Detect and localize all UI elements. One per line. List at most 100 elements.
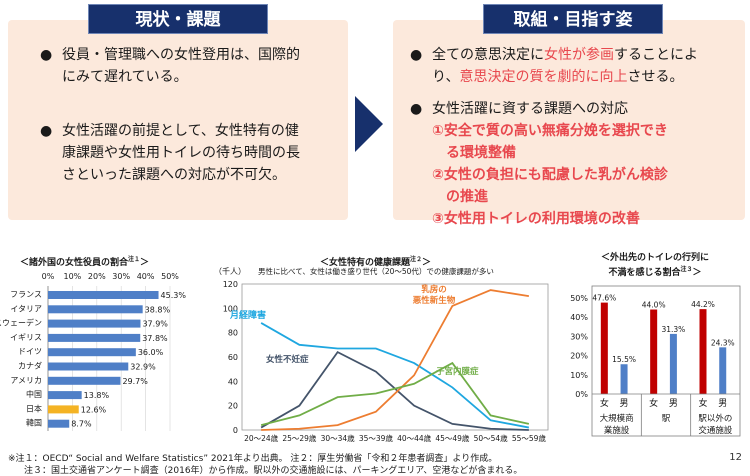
chart1-tick-label: 50% <box>161 272 179 281</box>
chart1-tick-label: 20% <box>88 272 106 281</box>
goal-item-1-line1: 安全で質の高い無痛分娩を選択でき <box>443 123 668 139</box>
issue-bullet-2: ● 女性活躍の前提として、女性特有の健 康課題や女性用トイレの待ち時間の長 さと… <box>40 120 340 186</box>
goal-item-2-num: ② <box>432 167 444 183</box>
chart1-category-label: イギリス <box>10 333 42 342</box>
chart2-xtick-label: 25～29歳 <box>282 433 317 443</box>
goal-text-b: することによ <box>614 47 698 63</box>
chart3-female-label: 女 <box>698 397 707 409</box>
chart3-ytick-label: 10% <box>570 371 588 380</box>
chart1-bar <box>48 405 79 414</box>
chart1-bar <box>48 333 141 342</box>
chart3-title: ＜外出先のトイレの行列に 不満を感じる割合注３＞ <box>590 253 720 279</box>
chart3-group-label: 駅 <box>662 414 671 424</box>
chart1-value-label: 8.7% <box>71 420 92 429</box>
chart1-title-text: ＜諸外国の女性役員の割合 <box>20 258 129 268</box>
chart3-ytick-label: 50% <box>570 294 588 303</box>
bullet-dot-icon: ● <box>40 47 53 63</box>
toilet-queue-dissatisfaction-chart: 0%10%20%30%40%50% 47.6%15.5%女 男大規模商業施設44.0… <box>570 285 741 437</box>
goal-item-2-line2: の推進 <box>446 189 488 205</box>
goal-item-1: ①安全で質の高い無痛分娩を選択でき る環境整備 <box>432 120 742 164</box>
chart3-title-line2: 不満を感じる割合注３＞ <box>590 264 720 279</box>
chart3-value-label: 31.3% <box>661 325 685 334</box>
chart3-title-line1: ＜外出先のトイレの行列に <box>600 253 709 263</box>
footnote-line1: ※注１：OECD“ Social and Welfare Statistics”… <box>8 454 498 464</box>
chart3-male-label: 男 <box>620 398 629 409</box>
chart1-category-label: アメリカ <box>10 376 42 385</box>
chart3-value-label: 44.2% <box>691 300 715 309</box>
chart3-group-label: 業施設 <box>604 425 630 436</box>
goal-bullet-1-line2: り、意思決定の質を劇的に向上させる。 <box>410 66 740 88</box>
female-health-issues-chart: （千人） 男性に比べて、女性は働き盛り世代（20～50代）での健康課題が多い 0 20… <box>214 266 549 443</box>
chart3-female-label: 女 <box>600 397 609 409</box>
goal-item-2-line1: 女性の負担にも配慮した乳がん検診 <box>443 167 668 183</box>
goal-bullet-1: ● 全ての意思決定に女性が参画することによ り、意思決定の質を劇的に向上させる。 <box>410 44 740 88</box>
chart2-xtick-label: 35～39歳 <box>359 433 394 443</box>
chart2-series-label: 月経障害 <box>229 309 266 321</box>
goal-item-2: ②女性の負担にも配慮した乳がん検診 の推進 <box>432 164 742 208</box>
current-issues-panel <box>8 20 348 220</box>
chart1-bar <box>48 348 136 357</box>
issue-bullet-1-line2: にみて遅れている。 <box>62 69 188 85</box>
chart3-frame <box>591 285 741 437</box>
chart2-ytick-label: 0 <box>233 426 238 435</box>
goal-item-3: ③女性用トイレの利用環境の改善 <box>432 208 742 230</box>
chart2-xtick-label: 30～34歳 <box>321 433 356 443</box>
chart2-series-label: 子宮内膜症 <box>436 366 479 377</box>
chart3-ytick-label: 20% <box>570 352 588 361</box>
goal-bullet-2: ● 女性活躍に資する課題への対応 <box>410 98 740 120</box>
goal-item-1-line2: る環境整備 <box>446 145 516 161</box>
chart1-value-label: 38.8% <box>145 305 171 314</box>
chart1-bar <box>48 391 82 400</box>
chart3-female-label: 女 <box>649 397 658 409</box>
goal-highlight-participation: 女性が参画 <box>544 47 614 63</box>
female-executive-ratio-chart: 0% 10% 20% 30% 40% 50% フランス 45.3% イタリア 38.8% スウェーデ… <box>0 272 187 431</box>
chart2-title-end: ＞ <box>422 258 432 268</box>
bullet-dot-icon: ● <box>410 47 423 63</box>
chart1-value-label: 29.7% <box>122 377 148 386</box>
chart3-value-label: 47.6% <box>592 294 616 303</box>
chart1-bar <box>48 305 143 314</box>
chart1-note: 注１ <box>128 256 141 263</box>
chart3-title-end: ＞ <box>692 268 702 278</box>
chart3-bar-female <box>600 302 608 394</box>
chart2-xtick-label: 55～59歳 <box>512 433 547 443</box>
chart1-category-label: フランス <box>10 290 42 299</box>
chart2-series-label: 女性不妊症 <box>266 354 309 365</box>
chart3-group-label: 交通施設 <box>698 425 733 436</box>
chart3-value-label: 24.3% <box>711 338 735 347</box>
chart3-bar-female <box>699 309 707 394</box>
chart1-tick-label: 40% <box>137 272 155 281</box>
chart1-bar <box>48 319 141 328</box>
chart3-male-label: 男 <box>718 398 727 409</box>
chart2-xtick-label: 50～54歳 <box>474 433 509 443</box>
chart1-category-label: スウェーデン <box>0 318 42 328</box>
chart3-ytick-label: 30% <box>570 332 588 341</box>
chart3-ytick-label: 40% <box>570 313 588 322</box>
chart2-xtick-label: 45～49歳 <box>435 433 470 443</box>
chart2-xtick-label: 20～24歳 <box>244 433 279 443</box>
issue-bullet-2-line2: 康課題や女性用トイレの待ち時間の長 <box>62 145 300 161</box>
chart2-series-line <box>260 322 530 429</box>
bullet-dot-icon: ● <box>40 123 53 139</box>
chart1-value-label: 36.0% <box>138 348 164 357</box>
chart3-ytick-label: 0% <box>575 390 588 399</box>
goal-highlight-quality: 意思決定の質を劇的に向上 <box>459 69 628 85</box>
issue-bullet-2-line1: 女性活躍の前提として、女性特有の健 <box>62 123 299 139</box>
chart2-ytick-label: 120 <box>223 280 238 289</box>
chart2-plot-frame <box>241 283 549 431</box>
footnote-line2: 注３：国土交通省アンケート調査（2016年）から作成。駅以外の交通施設には、パー… <box>24 466 523 476</box>
chart1-value-label: 37.9% <box>142 320 168 329</box>
goal-item-1-num: ① <box>432 123 444 139</box>
goal-text-c: り、 <box>432 69 460 85</box>
goals-header: 取組・目指す姿 <box>483 4 663 34</box>
goal-text-a: 全ての意思決定に <box>432 47 544 63</box>
chart2-series-label: 悪性新生物 <box>413 295 456 306</box>
chart2-note: 注２ <box>410 256 423 263</box>
chart1-bar <box>48 291 159 299</box>
chart3-bar-female <box>650 309 658 394</box>
goal-bullet-1-line1: 全ての意思決定に女性が参画することによ <box>410 44 740 66</box>
chart2-title: ＜女性特有の健康課題注２＞ <box>320 254 431 268</box>
chart2-subtitle: 男性に比べて、女性は働き盛り世代（20～50代）での健康課題が多い <box>258 266 494 276</box>
chart3-bar-male <box>719 347 727 394</box>
chart1-value-label: 45.3% <box>161 291 187 300</box>
